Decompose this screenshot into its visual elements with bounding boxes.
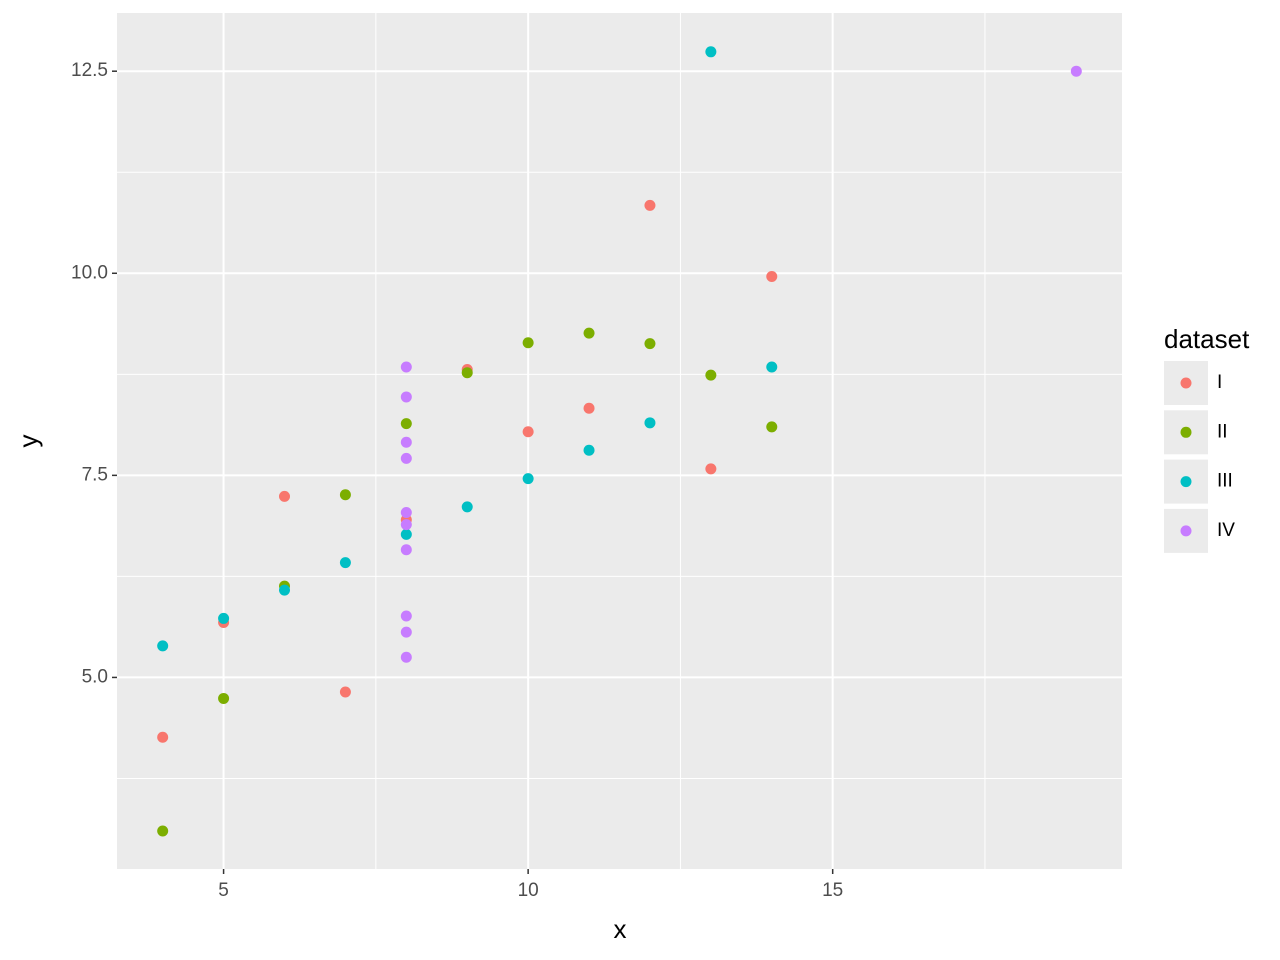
point	[766, 361, 778, 373]
point	[400, 418, 412, 430]
point	[705, 46, 717, 58]
point	[157, 731, 169, 743]
point	[339, 557, 351, 569]
point	[522, 337, 534, 349]
point	[400, 544, 412, 556]
point	[583, 402, 595, 414]
legend-label: I	[1217, 372, 1222, 393]
y-tick-label: 10.0	[71, 262, 108, 283]
point	[705, 463, 717, 475]
point	[279, 490, 290, 502]
legend-label: II	[1217, 421, 1228, 442]
point	[400, 361, 412, 373]
y-axis-title: y	[13, 435, 43, 448]
point	[339, 686, 351, 698]
point	[218, 612, 230, 624]
point	[400, 528, 412, 540]
point	[157, 640, 169, 652]
legend-swatch	[1180, 525, 1192, 537]
y-tick-label: 12.5	[71, 60, 108, 81]
legend-swatch	[1180, 476, 1192, 488]
x-tick-label: 15	[822, 880, 843, 901]
y-tick-label: 5.0	[82, 666, 108, 687]
x-axis-title: x	[614, 914, 627, 944]
x-tick-label: 5	[218, 880, 229, 901]
legend-swatch	[1180, 426, 1192, 438]
point	[583, 327, 595, 339]
point	[218, 692, 230, 704]
point	[766, 271, 778, 283]
x-tick-label: 10	[518, 880, 539, 901]
point	[461, 367, 473, 379]
point	[400, 436, 412, 448]
point	[400, 507, 412, 519]
legend-title: dataset	[1164, 324, 1250, 354]
point	[279, 584, 290, 596]
point	[583, 444, 595, 456]
point	[400, 626, 412, 638]
point	[339, 489, 351, 501]
y-tick-label: 7.5	[82, 464, 108, 485]
legend-label: IV	[1217, 520, 1235, 541]
point	[400, 651, 412, 663]
point	[1070, 65, 1082, 77]
point	[400, 519, 412, 531]
point	[766, 421, 778, 433]
point	[157, 825, 169, 837]
point	[705, 369, 717, 381]
point	[644, 338, 656, 350]
legend-label: III	[1217, 471, 1233, 492]
point	[400, 610, 412, 622]
point	[644, 199, 656, 211]
point	[400, 391, 412, 403]
point	[400, 452, 412, 464]
legend-swatch	[1180, 377, 1192, 389]
panel	[117, 13, 1122, 869]
point	[461, 501, 473, 513]
point	[522, 426, 534, 438]
point	[522, 473, 534, 485]
point	[644, 417, 656, 429]
